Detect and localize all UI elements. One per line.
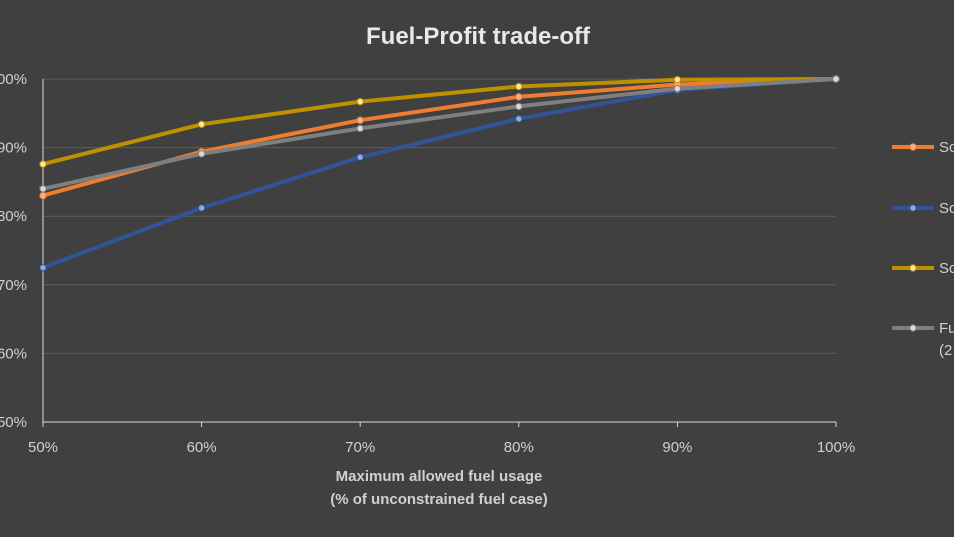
x-tick-label: 50% — [28, 439, 58, 456]
legend-item-2: Sc — [892, 200, 954, 217]
data-point — [356, 124, 364, 133]
data-point — [356, 153, 364, 161]
y-tick-label: 70% — [0, 277, 27, 294]
y-tick-label: 90% — [0, 140, 27, 157]
data-point — [197, 204, 206, 212]
legend-marker — [909, 264, 917, 272]
data-point — [39, 185, 47, 193]
legend-marker — [909, 143, 917, 151]
data-point — [673, 84, 682, 93]
legend-label: Sc — [939, 139, 954, 156]
data-point — [197, 120, 206, 128]
series-line — [42, 77, 837, 167]
x-axis-title-line-2: (% of unconstrained fuel case) — [330, 491, 548, 508]
data-point — [673, 75, 682, 84]
legend-item-4: Fu (2 — [892, 320, 954, 359]
legend-marker — [909, 324, 917, 332]
data-point — [515, 115, 523, 123]
data-point — [39, 191, 47, 200]
data-point — [39, 263, 47, 272]
legend-item-3: Sc — [892, 260, 954, 277]
series-2 — [39, 75, 840, 272]
y-tick-label: 100% — [0, 71, 27, 88]
data-point — [356, 116, 364, 124]
axes: 50% 60% 70% 80% 90% 100% 50% 60% 70% 80% 90% 100% — [0, 71, 855, 456]
chart-title: Fuel-Profit trade-off — [366, 23, 591, 50]
y-tick-label: 60% — [0, 345, 27, 362]
x-tick-label: 60% — [187, 439, 217, 456]
series-3 — [39, 75, 840, 168]
legend-label: Fu — [939, 320, 954, 337]
legend: Sc Sc Sc Fu (2 — [892, 139, 954, 359]
x-tick-label: 70% — [345, 439, 375, 456]
legend-item-1: Sc — [892, 139, 954, 156]
legend-marker — [909, 204, 917, 212]
legend-label: (2 — [939, 342, 952, 359]
data-point — [39, 160, 47, 168]
data-point — [515, 82, 523, 91]
legend-label: Sc — [939, 200, 954, 217]
x-tick-label: 80% — [504, 439, 534, 456]
y-tick-label: 80% — [0, 208, 27, 225]
x-axis-title-line-1: Maximum allowed fuel usage — [336, 468, 543, 485]
y-tick-label: 50% — [0, 414, 27, 431]
data-point — [197, 150, 206, 158]
data-point — [832, 75, 840, 83]
data-point — [356, 97, 364, 106]
data-point — [515, 102, 523, 111]
legend-label: Sc — [939, 260, 954, 277]
data-point — [515, 93, 523, 101]
series-4 — [39, 75, 840, 193]
series-layer — [39, 75, 840, 272]
series-line — [42, 77, 837, 191]
x-tick-label: 100% — [817, 439, 855, 456]
grid — [43, 78, 836, 354]
x-tick-label: 90% — [662, 439, 692, 456]
